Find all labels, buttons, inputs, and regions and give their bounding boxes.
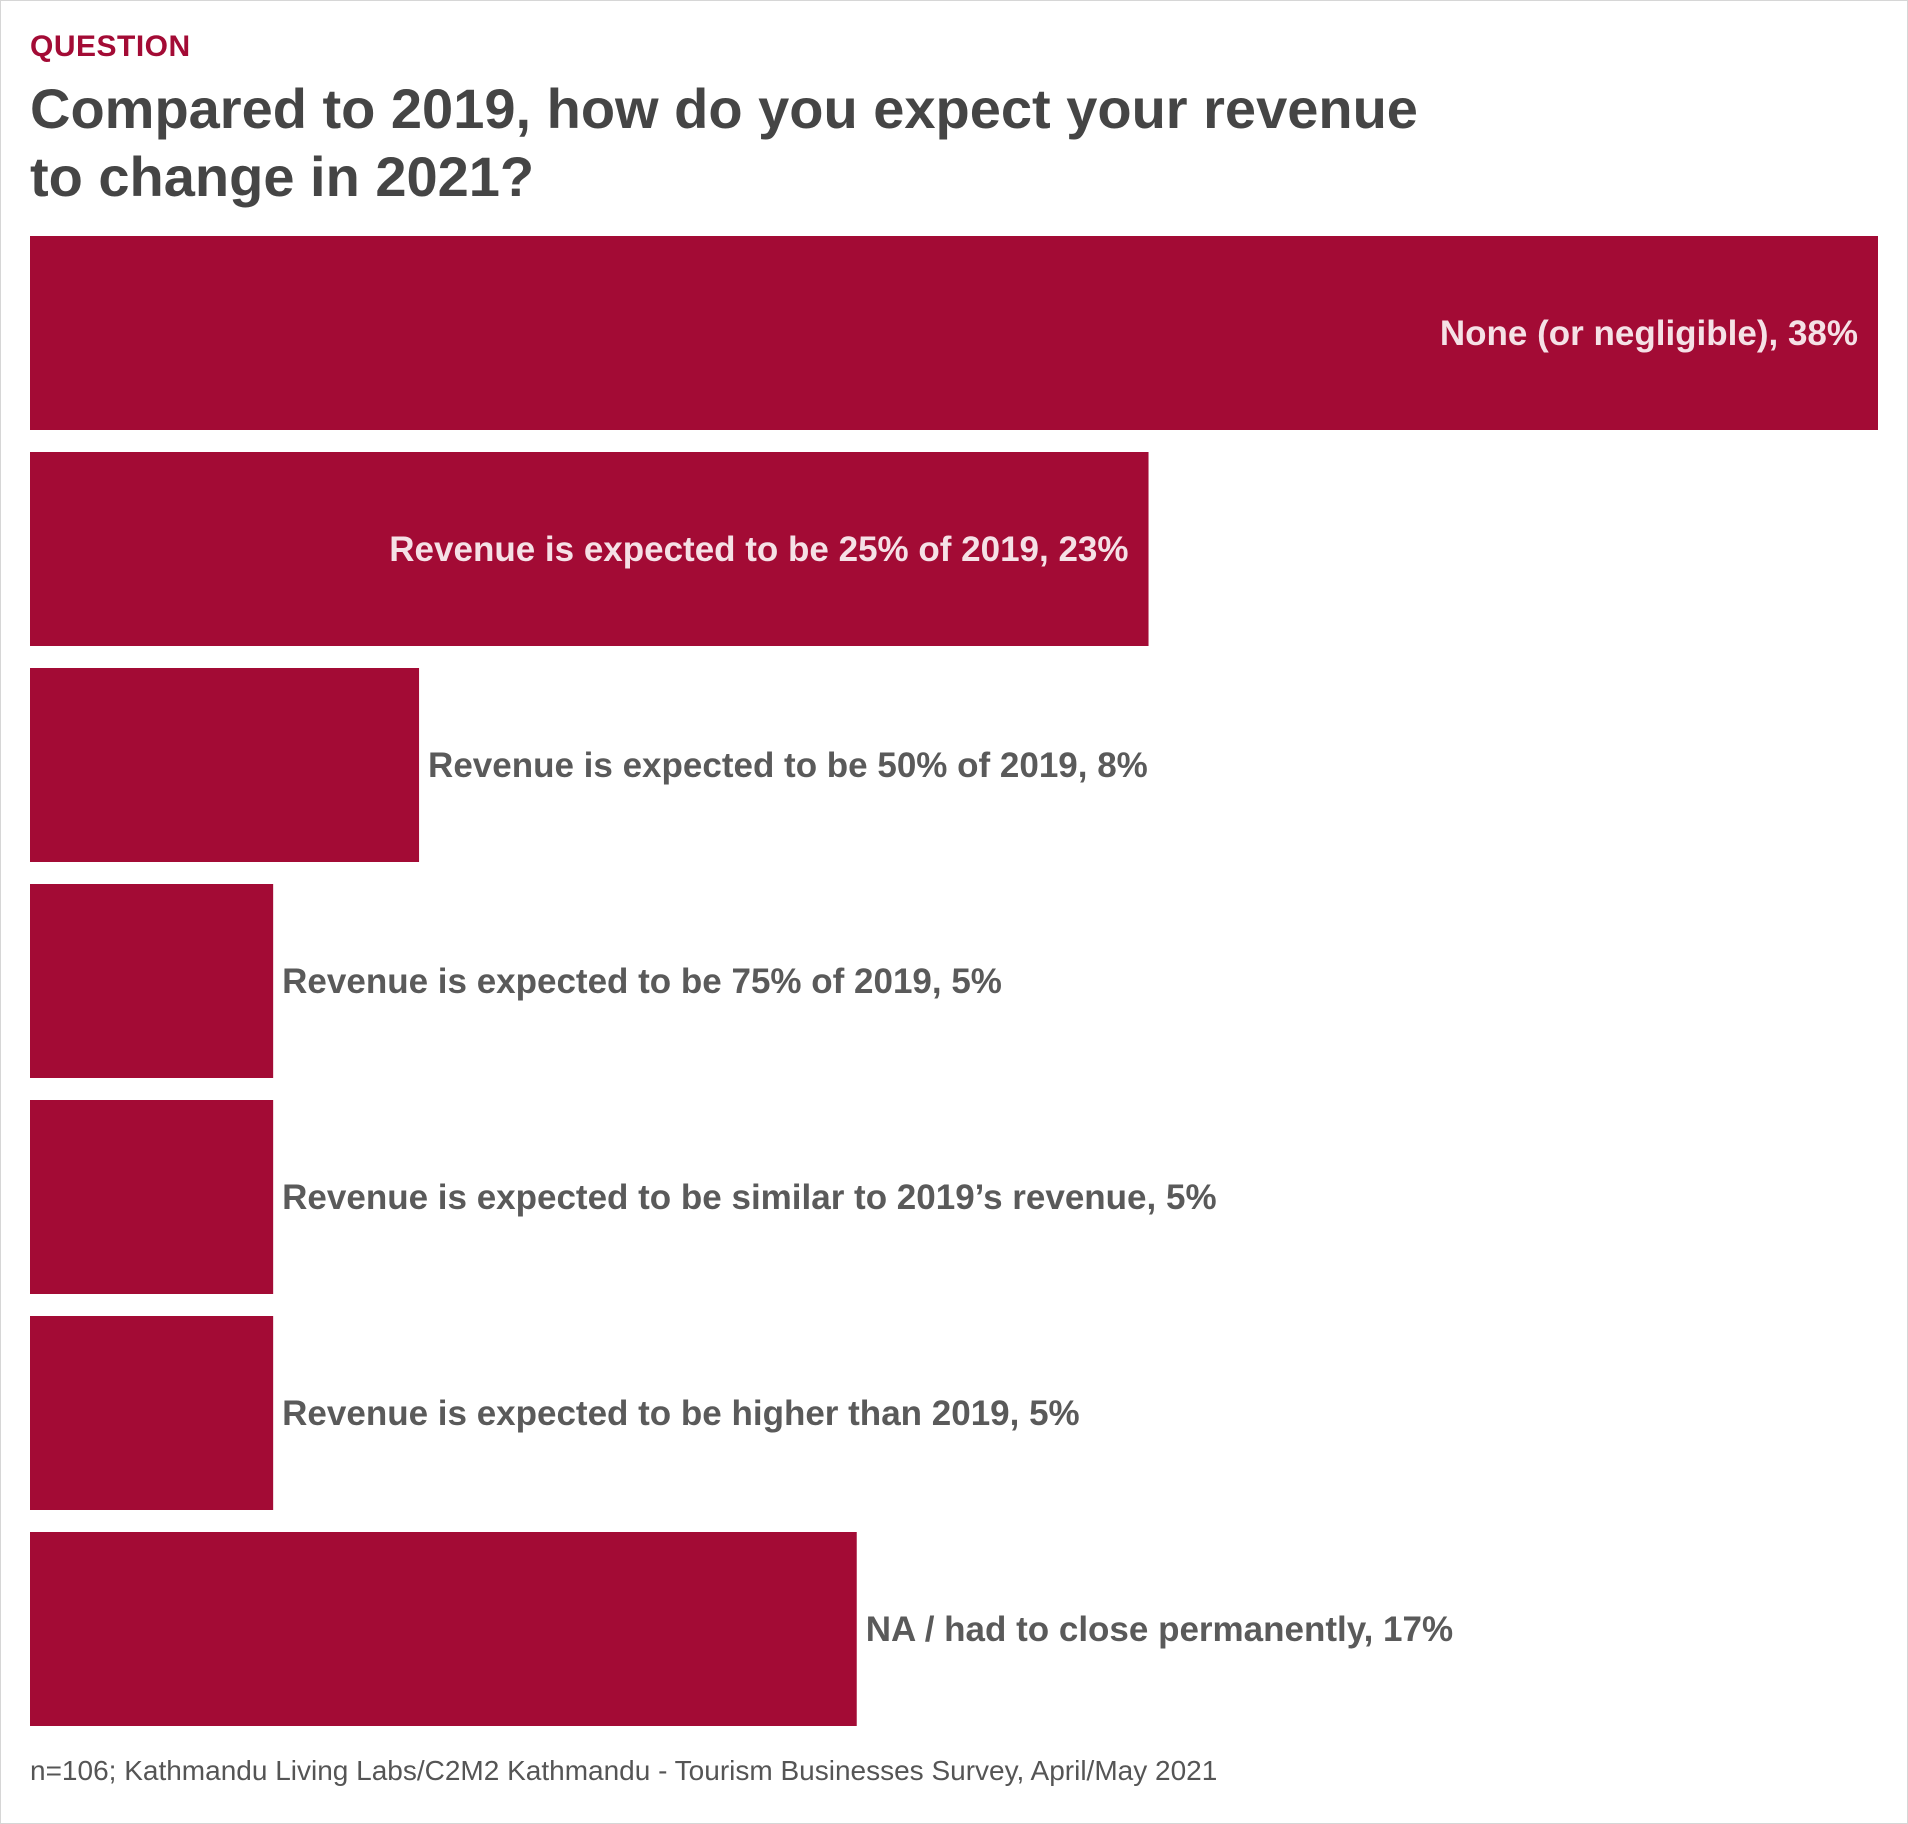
bar-label-5: Revenue is expected to be similar to 201… xyxy=(282,1178,1216,1217)
eyebrow-label: QUESTION xyxy=(30,30,191,63)
bar-1 xyxy=(30,236,1878,430)
bar-5 xyxy=(30,1100,274,1294)
bar-6 xyxy=(30,1316,274,1510)
bar-4 xyxy=(30,884,274,1078)
source-footnote: n=106; Kathmandu Living Labs/C2M2 Kathma… xyxy=(30,1755,1218,1786)
bar-7 xyxy=(30,1532,857,1726)
bar-3 xyxy=(30,668,420,862)
bar-label-2: Revenue is expected to be 25% of 2019, 2… xyxy=(389,530,1128,569)
chart-title: Compared to 2019, how do you expect your… xyxy=(30,77,1418,208)
bar-label-3: Revenue is expected to be 50% of 2019, 8… xyxy=(428,746,1148,785)
bar-label-1: None (or negligible), 38% xyxy=(1440,314,1858,353)
bar-label-6: Revenue is expected to be higher than 20… xyxy=(282,1394,1080,1433)
bar-label-7: NA / had to close permanently, 17% xyxy=(866,1610,1453,1649)
bar-label-4: Revenue is expected to be 75% of 2019, 5… xyxy=(282,962,1002,1001)
bar-2 xyxy=(30,452,1149,646)
